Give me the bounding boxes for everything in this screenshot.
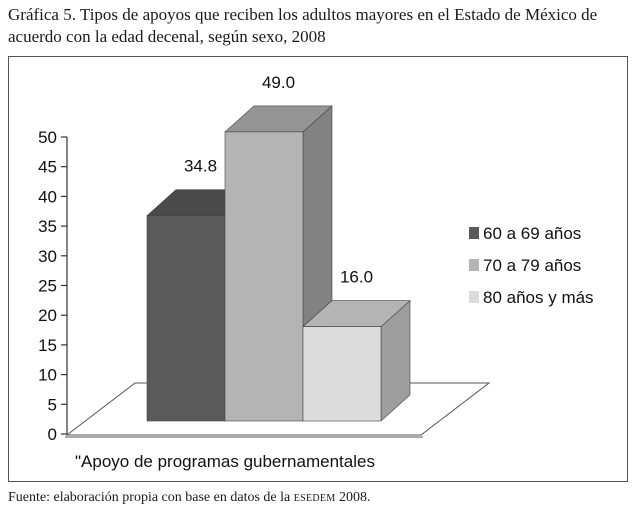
legend-swatch (469, 291, 479, 303)
bar-front-face (224, 131, 304, 422)
category-label: "Apoyo de programas gubernamentales (75, 452, 375, 471)
data-label: 49.0 (262, 73, 295, 92)
legend-swatch (469, 259, 479, 271)
y-tick-label: 40 (38, 187, 57, 206)
source-suffix: 2008. (335, 490, 371, 505)
source-note: Fuente: elaboración propia con base en d… (8, 490, 371, 506)
y-tick-label: 50 (38, 128, 57, 147)
chart-frame: 0 5 10 15 20 25 30 35 40 45 50 34.8 49.0 16.0 60 a 6… (8, 56, 628, 482)
y-tick-label: 0 (48, 425, 57, 444)
legend-label: 60 a 69 años (483, 224, 581, 243)
legend-item-3: 80 años y más (469, 288, 594, 307)
y-tick-label: 20 (38, 306, 57, 325)
figure-caption: Gráfica 5. Tipos de apoyos que reciben l… (8, 5, 598, 46)
data-label: 34.8 (184, 157, 217, 176)
y-tick-label: 30 (38, 247, 57, 266)
legend-item-2: 70 a 79 años (469, 256, 581, 275)
legend-label: 70 a 79 años (483, 256, 581, 275)
bar-front-face (302, 326, 382, 422)
legend-swatch (469, 227, 479, 239)
y-tick-label: 5 (48, 395, 57, 414)
y-tick-label: 25 (38, 277, 57, 296)
bar-chart: 0 5 10 15 20 25 30 35 40 45 50 34.8 49.0 16.0 60 a 6… (38, 73, 594, 471)
bar-3 (302, 299, 411, 422)
source-acronym: esedem (293, 490, 336, 505)
y-tick-label: 45 (38, 158, 57, 177)
y-tick-label: 10 (38, 366, 57, 385)
data-label: 16.0 (340, 268, 373, 287)
y-tick-label: 15 (38, 336, 57, 355)
y-tick-label: 35 (38, 217, 57, 236)
source-prefix: Fuente: elaboración propia con base en d… (8, 490, 294, 505)
bar-front-face (146, 215, 226, 422)
legend-item-1: 60 a 69 años (469, 224, 581, 243)
legend-label: 80 años y más (483, 288, 594, 307)
